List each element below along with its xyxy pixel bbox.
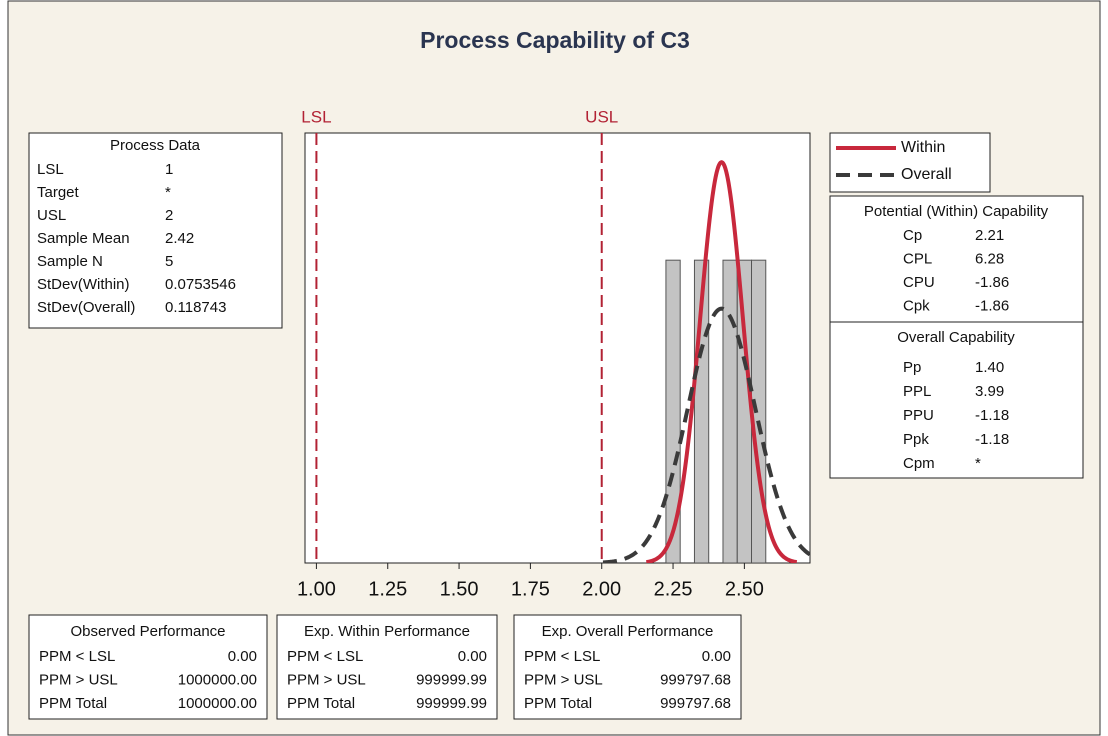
row-label: Cp [903,227,922,244]
x-tick-label: 2.00 [582,578,621,600]
box-title: Observed Performance [70,623,225,640]
capability-box [829,321,1084,479]
row-value: 1000000.00 [178,695,257,712]
row-value: 5 [165,253,173,270]
x-tick-label: 1.25 [368,578,407,600]
row-label: Sample Mean [37,230,130,247]
row-label: PPM Total [524,695,592,712]
row-value: 2 [165,207,173,224]
row-value: 0.118743 [165,299,226,316]
row-value: 2.42 [165,230,194,247]
row-value: 0.00 [458,648,487,665]
row-value: 1000000.00 [178,671,257,688]
box-title: Overall Capability [897,329,1015,346]
row-value: 2.21 [975,227,1004,244]
row-label: StDev(Overall) [37,299,135,316]
row-label: Ppk [903,431,929,448]
histogram-bar [665,259,681,563]
x-tick-label: 1.75 [511,578,550,600]
row-value: 999999.99 [416,671,487,688]
row-value: 999797.68 [660,671,731,688]
chart-title: Process Capability of C3 [420,27,690,53]
row-label: CPL [903,250,932,267]
row-value: 0.00 [228,648,257,665]
row-label: StDev(Within) [37,276,130,293]
row-value: -1.86 [975,274,1009,291]
performance-box [513,614,742,720]
spec-label: LSL [301,107,331,126]
row-value: -1.86 [975,297,1009,314]
row-label: PPM Total [287,695,355,712]
row-label: PPM Total [39,695,107,712]
row-value: 999797.68 [660,695,731,712]
row-value: 3.99 [975,383,1004,400]
box-title: Exp. Within Performance [304,623,470,640]
row-label: PPL [903,383,931,400]
row-label: PPM > USL [287,671,366,688]
row-label: PPU [903,407,934,424]
row-label: PPM < LSL [39,648,115,665]
row-value: -1.18 [975,431,1009,448]
row-value: * [165,184,171,201]
box-title: Potential (Within) Capability [864,203,1049,220]
x-tick-label: 1.50 [440,578,479,600]
row-value: 0.0753546 [165,276,236,293]
x-tick-label: 2.25 [654,578,693,600]
histogram-bar [751,259,767,563]
performance-box [276,614,498,720]
x-tick-label: 1.00 [297,578,336,600]
row-label: LSL [37,161,64,178]
row-label: Sample N [37,253,103,270]
spec-label: USL [585,107,618,126]
row-value: 1 [165,161,173,178]
row-value: 6.28 [975,250,1004,267]
box-title: Exp. Overall Performance [542,623,714,640]
row-label: USL [37,207,66,224]
histogram-bar [722,259,738,563]
row-label: PPM > USL [39,671,118,688]
row-value: 999999.99 [416,695,487,712]
row-label: PPM < LSL [524,648,600,665]
row-value: * [975,455,981,472]
legend-label: Within [901,139,945,156]
row-label: Cpm [903,455,935,472]
row-label: Pp [903,359,921,376]
row-label: CPU [903,274,935,291]
row-label: PPM < LSL [287,648,363,665]
fit-curve [646,160,798,563]
row-value: 0.00 [702,648,731,665]
process-data-box [28,132,283,329]
fit-curve [602,306,810,563]
x-tick-label: 2.50 [725,578,764,600]
capability-box [829,195,1084,323]
row-label: Cpk [903,297,930,314]
plot-content [602,160,810,563]
row-label: PPM > USL [524,671,603,688]
row-value: -1.18 [975,407,1009,424]
legend-label: Overall [901,166,952,183]
row-label: Target [37,184,80,201]
performance-box [28,614,268,720]
legend-box [829,132,991,193]
box-title: Process Data [110,137,201,154]
histogram-bar [736,259,753,563]
row-value: 1.40 [975,359,1004,376]
